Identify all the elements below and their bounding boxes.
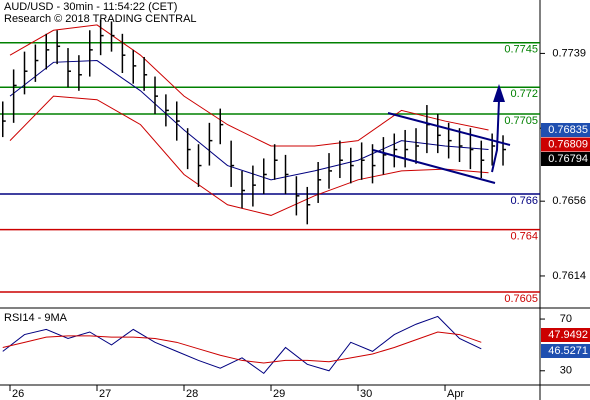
rsi-tag-label: 46.5271 [548,345,588,357]
band-line [9,95,489,216]
level-label: 0.772 [510,88,538,100]
x-tick-label: Apr [447,388,464,400]
forecast-arrow [491,99,500,173]
price-tag-label: 0.76809 [548,138,588,150]
level-label: 0.7745 [504,44,538,56]
price-tag [541,152,590,166]
y-tick-label: 0.7656 [552,195,586,207]
rsi-tag-label: 47.9492 [548,329,588,341]
x-tick-label: 28 [186,388,198,400]
arrow-head [493,84,505,102]
level-label: 0.764 [510,231,538,243]
x-tick-label: 27 [99,388,111,400]
price-tag [541,123,590,137]
x-tick-label: 26 [12,388,24,400]
band-line [9,24,489,147]
rsi-line [2,315,482,375]
level-label: 0.7705 [504,115,538,127]
rsi-line [2,331,482,364]
level-label: 0.766 [510,195,538,207]
x-tick-label: 29 [273,388,285,400]
price-tag-label: 0.76835 [548,124,588,136]
channel-line [372,149,496,184]
rsi-title: RSI14 - 9MA [4,312,68,324]
rsi-tag [541,328,590,342]
plot-layer: 0.76140.76560.76970.77392627282930Apr0.7… [0,19,590,400]
level-label: 0.7605 [504,293,538,305]
rsi-tick-label: 30 [560,365,572,377]
x-tick-label: 30 [360,388,372,400]
chart-title: AUD/USD - 30min - 11:54:22 (CET) [4,1,177,13]
rsi-tick-label: 70 [560,313,572,325]
chart-subtitle: Research © 2018 TRADING CENTRAL [4,13,197,25]
price-tag [541,137,590,152]
rsi-tag [541,344,590,358]
price-tag-label: 0.76794 [548,153,588,165]
y-tick-label: 0.7614 [552,270,586,282]
y-tick-label: 0.7739 [552,47,586,59]
channel-line [387,112,511,146]
